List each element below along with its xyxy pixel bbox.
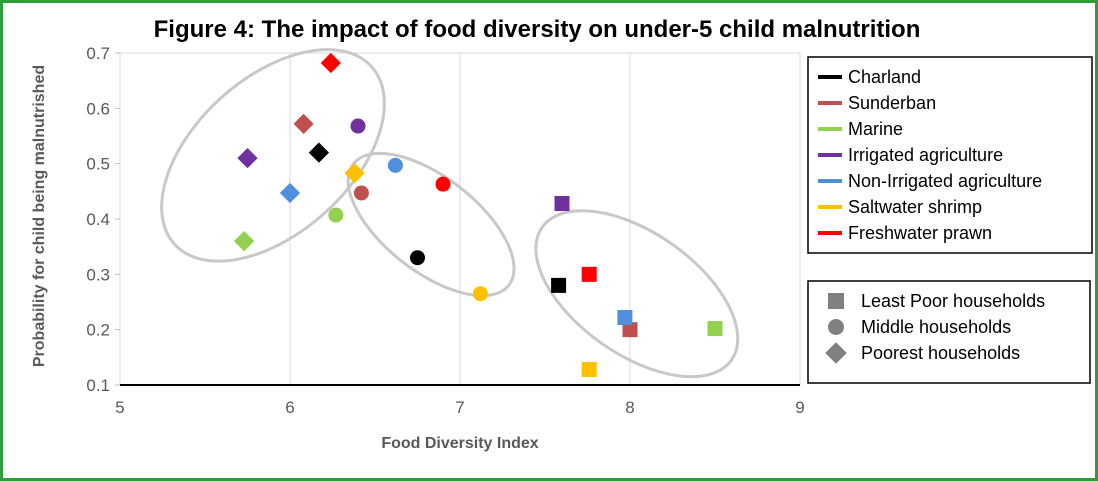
y-tick-label: 0.2 xyxy=(86,321,110,340)
marker-legend: Least Poor households Middle households Po… xyxy=(807,280,1091,384)
x-tick-label: 7 xyxy=(455,398,464,417)
marker-legend-box xyxy=(807,280,1091,384)
data-point xyxy=(581,266,597,282)
data-point xyxy=(551,277,567,293)
data-point xyxy=(617,309,633,325)
x-tick-label: 6 xyxy=(285,398,294,417)
legend-label: Sunderban xyxy=(848,93,936,113)
y-axis-label: Probability for child being malnutrished xyxy=(31,65,48,367)
y-tick-label: 0.4 xyxy=(86,210,110,229)
legend-label: Irrigated agriculture xyxy=(848,145,1003,165)
series-legend: Charland Sunderban Marine Irrigated agricul… xyxy=(807,56,1093,254)
data-point xyxy=(293,113,314,134)
data-point xyxy=(344,162,365,184)
data-point xyxy=(328,207,344,223)
y-tick-label: 0.6 xyxy=(86,99,110,118)
marker-legend-label: Middle households xyxy=(861,317,1011,337)
data-point xyxy=(308,142,330,163)
x-tick-label: 9 xyxy=(795,398,804,417)
data-point xyxy=(410,250,425,266)
data-point xyxy=(350,118,366,134)
legend-label: Marine xyxy=(848,119,903,139)
data-point xyxy=(472,286,488,302)
data-point xyxy=(353,185,369,201)
data-point xyxy=(320,52,341,74)
legend-marker-square xyxy=(828,293,844,309)
data-point xyxy=(554,196,570,212)
series-legend-box xyxy=(807,56,1093,254)
legend-label: Freshwater prawn xyxy=(848,223,992,243)
x-tick-label: 8 xyxy=(625,398,634,417)
axes: 0.1 0.2 0.3 0.4 0.5 0.6 0.7 5 6 7 8 9 xyxy=(86,44,804,417)
data-point xyxy=(387,157,403,173)
data-point xyxy=(581,362,597,378)
legend-marker-circle xyxy=(828,319,844,335)
legend-label: Charland xyxy=(848,67,921,87)
data-point xyxy=(435,176,451,192)
cluster-ellipse xyxy=(534,209,740,379)
y-tick-label: 0.7 xyxy=(86,44,110,63)
data-point xyxy=(279,182,301,204)
data-point xyxy=(622,322,638,338)
grid xyxy=(119,52,801,385)
cluster-ellipse xyxy=(346,151,516,298)
cluster-ellipse xyxy=(160,48,386,263)
chart-title: Figure 4: The impact of food diversity o… xyxy=(154,16,921,43)
data-points xyxy=(233,52,723,378)
marker-legend-label: Least Poor households xyxy=(861,291,1045,311)
data-point xyxy=(707,321,723,337)
y-tick-label: 0.5 xyxy=(86,155,110,174)
x-axis-label: Food Diversity Index xyxy=(381,435,538,452)
cluster-ellipses xyxy=(160,48,740,379)
data-point xyxy=(237,148,258,169)
legend-label: Saltwater shrimp xyxy=(848,197,982,217)
legend-marker-diamond xyxy=(825,342,847,364)
legend-label: Non-Irrigated agriculture xyxy=(848,171,1042,191)
x-tick-label: 5 xyxy=(115,398,124,417)
marker-legend-label: Poorest households xyxy=(861,343,1020,363)
y-tick-label: 0.3 xyxy=(86,265,110,284)
data-point xyxy=(233,231,255,252)
y-tick-label: 0.1 xyxy=(86,376,110,395)
